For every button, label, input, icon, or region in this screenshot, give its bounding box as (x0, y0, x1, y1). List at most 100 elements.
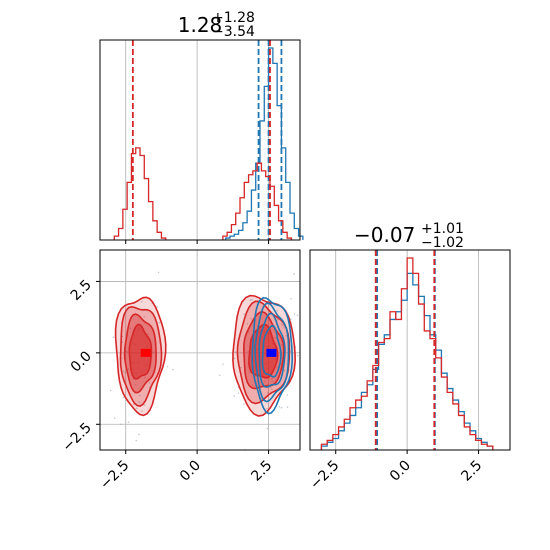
sample-point (138, 433, 140, 436)
histogram-series-red (320, 257, 494, 450)
sample-point (157, 271, 160, 274)
sample-point (282, 324, 284, 327)
sample-point (250, 317, 252, 320)
title-parameter-1-lower: −3.54 (212, 24, 255, 40)
sample-point (129, 327, 132, 330)
sample-point (296, 354, 299, 357)
sample-point (266, 407, 268, 410)
sample-point (280, 323, 283, 326)
marginal-histogram-parameter-1 (99, 39, 304, 244)
sample-point (141, 410, 143, 412)
sample-point (138, 401, 140, 404)
sample-point (264, 380, 266, 383)
sample-point (152, 351, 155, 353)
sample-point (293, 273, 295, 275)
sample-point (127, 368, 130, 371)
x-tick-label: 0.0 (177, 458, 204, 485)
sample-point (112, 336, 115, 338)
sample-point (126, 350, 129, 353)
sample-point (293, 313, 296, 316)
contour-level-red (128, 323, 153, 380)
sample-point (172, 368, 174, 371)
marginal-histogram-parameter-2: −2.5 0.0 2.5 (307, 249, 511, 493)
sample-point (243, 313, 245, 316)
sample-point (122, 370, 125, 372)
sample-point (138, 394, 141, 397)
sample-point (222, 363, 224, 365)
sample-point (143, 315, 146, 318)
sample-point (121, 357, 123, 360)
contour-level-blue (261, 324, 282, 378)
sample-point (233, 357, 236, 360)
sample-point (144, 376, 146, 379)
sample-point (124, 371, 126, 374)
panel-frame (99, 39, 301, 241)
contour-level-blue (254, 302, 290, 403)
sample-point (234, 351, 236, 353)
title-parameter-1-value: 1.28 (178, 13, 223, 37)
sample-point (140, 300, 143, 303)
sample-point (251, 298, 253, 301)
sample-point (286, 406, 289, 408)
sample-point (285, 334, 288, 337)
sample-point (271, 380, 274, 382)
contour-level-blue (258, 312, 286, 388)
sample-point (233, 395, 235, 397)
sample-point (156, 306, 158, 308)
panel-frame (99, 249, 301, 451)
sample-point (276, 366, 279, 368)
sample-point (121, 335, 124, 338)
sample-point (280, 406, 283, 409)
sample-point (135, 407, 138, 410)
sample-point (134, 383, 137, 386)
sample-point (278, 406, 281, 408)
sample-point (247, 350, 250, 353)
sample-point (296, 314, 299, 316)
sample-point (283, 326, 285, 329)
histogram-series-blue (225, 47, 304, 240)
sample-point (267, 391, 269, 394)
sample-point (143, 404, 146, 406)
sample-point (270, 388, 273, 390)
sample-point (290, 298, 292, 300)
sample-point (113, 417, 116, 419)
sample-point (249, 299, 252, 302)
sample-point (122, 396, 125, 399)
y-tick-label: 0.0 (68, 348, 95, 375)
sample-point (120, 423, 122, 426)
panel-frame (309, 249, 511, 451)
sample-point (286, 394, 289, 396)
sample-point (240, 366, 242, 369)
x-tick-label: 2.5 (248, 458, 275, 485)
sample-point (147, 333, 149, 336)
x-tick-label: −2.5 (307, 458, 342, 493)
sample-point (266, 383, 269, 386)
sample-point (243, 403, 245, 406)
sample-point (280, 343, 283, 346)
sample-point (248, 331, 250, 333)
sample-point (135, 439, 138, 442)
sample-point (290, 318, 292, 320)
title-parameter-2-lower: −1.02 (421, 235, 464, 251)
x-tick-label: 0.0 (387, 458, 414, 485)
title-parameter-1: 1.28 (178, 13, 223, 37)
sample-point (110, 389, 112, 392)
y-tick-label: −2.5 (59, 420, 94, 455)
sample-point (274, 337, 276, 339)
mode-marker-red (140, 348, 151, 357)
contour-level-blue (251, 296, 294, 415)
x-tick-label: −2.5 (97, 458, 132, 493)
sample-point (251, 384, 254, 387)
title-parameter-1-upper: +1.28 (212, 10, 255, 26)
title-parameter-2-upper: +1.01 (421, 221, 464, 237)
title-parameter-2-value: −0.07 (354, 223, 415, 247)
x-tick-label: 2.5 (458, 458, 485, 485)
sample-point (270, 377, 273, 380)
sample-point (246, 323, 249, 325)
sample-point (166, 365, 169, 368)
sample-point (237, 392, 240, 394)
sample-point (255, 375, 257, 378)
sample-point (248, 371, 251, 374)
y-tick-label: 2.5 (68, 277, 95, 304)
